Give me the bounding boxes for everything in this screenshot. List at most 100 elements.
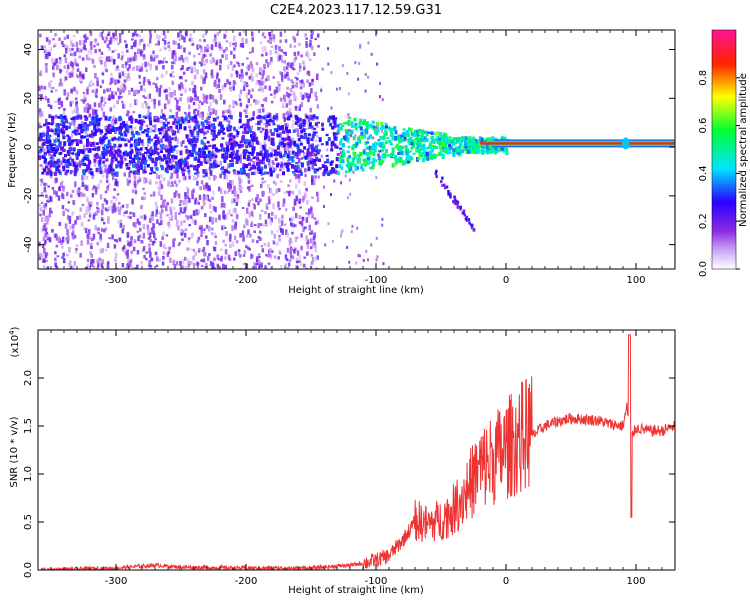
heatmap-cell <box>248 151 251 155</box>
heatmap-cell <box>126 239 130 243</box>
heatmap-cell <box>106 88 109 92</box>
heatmap-cell <box>103 97 106 101</box>
heatmap-cell <box>75 244 79 247</box>
heatmap-cell <box>109 108 113 112</box>
heatmap-cell <box>321 67 324 71</box>
heatmap-cell <box>379 149 383 153</box>
heatmap-cell <box>208 105 211 112</box>
heatmap-cell <box>58 171 62 175</box>
heatmap-cell <box>193 74 197 80</box>
heatmap-cell <box>287 156 291 161</box>
heatmap-cell <box>287 262 291 267</box>
heatmap-cell <box>212 205 216 211</box>
heatmap-cell <box>204 72 208 79</box>
heatmap-cell <box>403 160 407 165</box>
heatmap-cell <box>233 169 236 175</box>
heatmap-cell <box>258 69 262 75</box>
heatmap-cell <box>295 143 299 148</box>
heatmap-blob <box>621 137 630 150</box>
heatmap-cell <box>412 152 416 155</box>
heatmap-cell <box>187 237 191 240</box>
heatmap-cell <box>305 235 308 239</box>
heatmap-cell <box>283 223 287 226</box>
heatmap-cell <box>374 159 378 163</box>
heatmap-cell <box>214 37 217 41</box>
heatmap-cell <box>264 116 267 119</box>
heatmap-cell <box>209 261 213 266</box>
heatmap-cell <box>82 144 86 151</box>
heatmap-cell <box>241 135 245 140</box>
heatmap-cell <box>232 208 235 214</box>
heatmap-cell <box>165 60 168 64</box>
heatmap-cell <box>246 186 250 190</box>
heatmap-cell <box>284 123 288 127</box>
heatmap-cell <box>267 75 270 81</box>
heatmap-cell <box>42 139 46 142</box>
heatmap-cell <box>103 222 106 225</box>
heatmap-cell <box>317 175 320 179</box>
heatmap-cell <box>365 146 369 150</box>
heatmap-cell <box>123 130 126 134</box>
heatmap-cell <box>188 104 191 110</box>
heatmap-cell <box>154 115 158 121</box>
heatmap-cell <box>193 109 196 115</box>
heatmap-cell <box>168 222 171 229</box>
heatmap-cell <box>278 142 282 146</box>
heatmap-cell <box>229 125 233 129</box>
heatmap-cell <box>291 216 295 222</box>
heatmap-cell <box>381 98 384 102</box>
heatmap-cell <box>307 133 311 137</box>
heatmap-cell <box>148 247 151 254</box>
heatmap-cell <box>62 167 66 172</box>
heatmap-cell <box>424 155 428 159</box>
heatmap-cell <box>442 132 446 136</box>
heatmap-cell <box>143 246 146 251</box>
heatmap-cell <box>257 122 261 125</box>
heatmap-cell <box>465 149 469 155</box>
heatmap-cell <box>129 258 133 263</box>
heatmap-cell <box>237 155 241 161</box>
heatmap-cell <box>294 56 298 60</box>
heatmap-cell <box>291 81 294 84</box>
heatmap-cell <box>142 81 146 86</box>
heatmap-cell <box>347 113 350 116</box>
heatmap-cell <box>133 52 137 58</box>
heatmap-cell <box>400 134 404 138</box>
heatmap-cell <box>38 254 42 261</box>
heatmap-cell <box>289 43 292 48</box>
heatmap-cell <box>112 195 116 199</box>
heatmap-cell <box>180 54 183 60</box>
heatmap-cell <box>239 233 242 238</box>
heatmap-cell <box>427 131 431 134</box>
heatmap-cell <box>60 100 63 105</box>
heatmap-cell <box>339 126 343 131</box>
heatmap-cell <box>312 131 316 136</box>
heatmap-cell <box>366 137 370 140</box>
heatmap-cell <box>117 68 120 72</box>
heatmap-cell <box>143 254 146 259</box>
heatmap-cell <box>222 215 225 220</box>
heatmap-cell <box>251 37 254 42</box>
heatmap-cell <box>458 147 462 153</box>
heatmap-cell <box>73 139 77 142</box>
heatmap-cell <box>464 217 468 221</box>
heatmap-cell <box>214 147 218 152</box>
heatmap-cell <box>80 135 84 139</box>
heatmap-cell <box>390 133 394 137</box>
heatmap-cell <box>66 92 70 98</box>
heatmap-cell <box>153 149 157 155</box>
heatmap-cell <box>95 88 98 93</box>
heatmap-cell <box>135 99 139 104</box>
heatmap-cell <box>235 70 238 74</box>
heatmap-cell <box>379 136 383 140</box>
heatmap-cell <box>459 207 462 211</box>
heatmap-cell <box>299 142 303 146</box>
heatmap-cell <box>76 73 79 77</box>
heatmap-cell <box>356 226 359 230</box>
heatmap-cell <box>44 182 48 187</box>
heatmap-cell <box>297 178 301 184</box>
heatmap-cell <box>130 87 134 92</box>
heatmap-cell <box>194 172 198 175</box>
heatmap-cell <box>281 77 284 82</box>
